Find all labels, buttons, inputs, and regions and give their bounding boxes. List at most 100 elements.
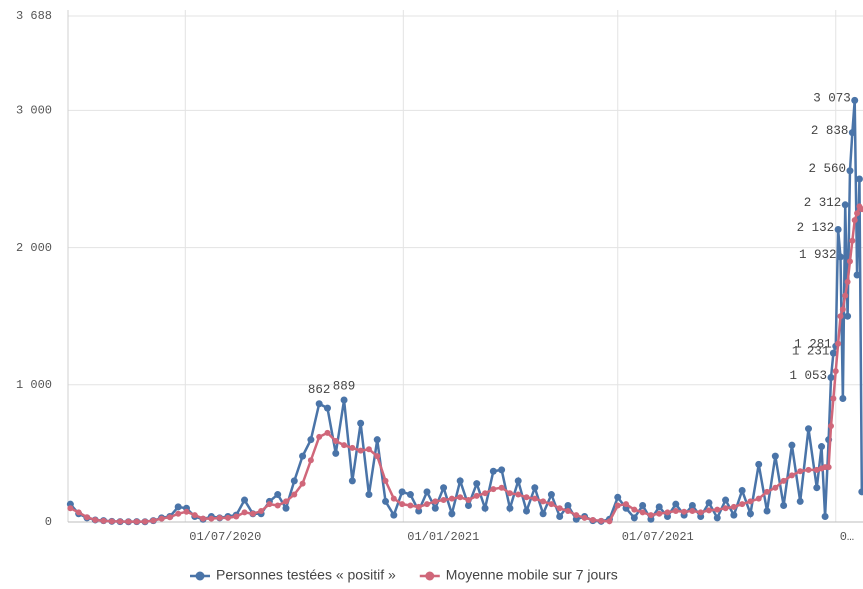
data-point <box>241 496 249 504</box>
data-point <box>382 477 389 484</box>
data-point <box>672 508 679 515</box>
data-point <box>581 514 588 521</box>
data-point <box>755 460 763 468</box>
data-point <box>854 210 861 217</box>
data-point <box>835 340 842 347</box>
data-point <box>216 514 223 521</box>
data-label: 1 053 <box>789 369 827 383</box>
data-point <box>844 312 852 320</box>
data-point <box>166 514 173 521</box>
data-point <box>291 491 298 498</box>
data-point <box>373 436 381 444</box>
data-label: 3 073 <box>813 92 851 106</box>
data-point <box>539 510 547 518</box>
data-point <box>365 491 373 499</box>
data-point <box>780 502 788 510</box>
data-label: 1 281 <box>794 338 832 352</box>
data-point <box>506 490 513 497</box>
data-point <box>556 513 564 521</box>
data-point <box>746 510 754 518</box>
legend-marker <box>195 571 205 581</box>
data-point <box>780 477 787 484</box>
y-tick-label: 3 688 <box>16 9 52 23</box>
data-point <box>813 484 821 492</box>
data-label: 1 231 <box>792 344 830 358</box>
data-point <box>841 201 849 209</box>
data-point <box>647 512 654 519</box>
data-point <box>606 518 613 525</box>
data-point <box>100 517 107 524</box>
data-point <box>842 292 849 299</box>
data-point <box>514 477 522 485</box>
data-point <box>523 494 530 501</box>
data-point <box>498 484 505 491</box>
data-point <box>813 466 820 473</box>
x-tick-label: 0… <box>840 530 854 544</box>
data-point <box>324 429 331 436</box>
data-point <box>788 472 795 479</box>
data-label: 1 932 <box>799 248 837 262</box>
data-point <box>796 497 804 505</box>
data-point <box>771 452 779 460</box>
data-point <box>655 503 663 511</box>
data-label: 2 312 <box>804 196 842 210</box>
data-point <box>224 514 231 521</box>
data-point <box>614 502 621 509</box>
data-point <box>688 502 696 510</box>
data-point <box>547 491 555 499</box>
data-label: 889 <box>333 379 356 393</box>
data-point <box>457 494 464 501</box>
data-point <box>233 513 240 520</box>
data-point <box>797 468 804 475</box>
data-point <box>589 516 596 523</box>
y-tick-label: 1 000 <box>16 378 52 392</box>
data-point <box>150 517 157 524</box>
data-point <box>316 433 323 440</box>
data-point <box>639 509 646 516</box>
y-tick-label: 3 000 <box>16 104 52 118</box>
data-point <box>398 488 406 496</box>
y-tick-label: 2 000 <box>16 241 52 255</box>
data-point <box>664 509 671 516</box>
data-point <box>332 449 340 457</box>
data-point <box>681 508 688 515</box>
data-point <box>92 516 99 523</box>
x-tick-label: 01/07/2021 <box>622 530 694 544</box>
legend-label: Personnes testées « positif » <box>216 567 396 583</box>
data-point <box>738 486 746 494</box>
data-point <box>844 278 851 285</box>
data-point <box>490 486 497 493</box>
series-line <box>69 203 863 523</box>
data-point <box>506 504 514 512</box>
data-point <box>851 96 859 104</box>
data-point <box>834 225 842 233</box>
data-point <box>614 493 622 501</box>
data-point <box>357 447 364 454</box>
data-point <box>332 438 339 445</box>
data-point <box>805 466 812 473</box>
data-point <box>858 488 863 496</box>
series-line <box>69 100 863 523</box>
data-point <box>598 517 605 524</box>
data-point <box>473 480 481 488</box>
data-point <box>208 515 215 522</box>
data-point <box>482 490 489 497</box>
data-point <box>125 518 132 525</box>
data-point <box>191 512 198 519</box>
data-point <box>158 515 165 522</box>
data-point <box>498 466 506 474</box>
data-point <box>689 508 696 515</box>
data-point <box>730 503 737 510</box>
data-point <box>423 501 430 508</box>
data-point <box>531 484 539 492</box>
data-point <box>283 498 290 505</box>
legend-marker <box>425 571 435 581</box>
data-point <box>142 518 149 525</box>
data-point <box>827 374 835 382</box>
data-point <box>697 509 704 516</box>
data-point <box>489 467 497 475</box>
data-point <box>266 501 273 508</box>
data-point <box>839 395 847 403</box>
data-point <box>851 217 858 224</box>
data-point <box>407 502 414 509</box>
